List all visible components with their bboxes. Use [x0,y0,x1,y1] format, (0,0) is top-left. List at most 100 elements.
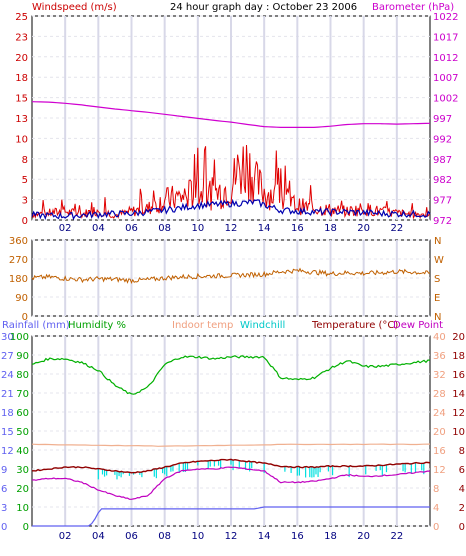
barometer-tick-label: 1002 [433,94,458,105]
x-tick-label: 12 [225,531,238,542]
windspeed-axis-label: Windspeed (m/s) [32,2,117,13]
compass-tick-label: W [434,255,444,266]
direction-tick-label: 90 [15,293,28,304]
indoor-temp-tick-label: 24 [433,408,446,419]
rainfall-series-line [32,506,430,527]
x-tick-label: 14 [258,223,271,234]
rainfall-tick-label: 0 [1,522,7,533]
direction-tick-label: 180 [9,274,28,285]
wind-direction-panel: 360 N 270 W 180 S 90 E 0 N [9,236,444,323]
temperature-tick-label: 6 [459,465,465,476]
x-tick-label: 08 [158,223,171,234]
x-tick-label: 18 [324,531,337,542]
barometer-tick-label: 1017 [433,32,458,43]
humidity-tick-label: 20 [16,484,29,495]
rainfall-tick-label: 21 [1,389,14,400]
windspeed-tick-label: 25 [15,12,28,23]
compass-tick-label: S [434,274,440,285]
humidity-tick-label: 30 [16,465,29,476]
humidity-tick-label: 100 [10,332,29,343]
rainfall-tick-label: 15 [1,427,14,438]
windchill-legend-label: Windchill [240,320,285,331]
rainfall-tick-label: 6 [1,484,7,495]
humidity-tick-label: 10 [16,503,29,514]
barometer-tick-label: 992 [433,134,452,145]
humidity-tick-label: 60 [16,408,29,419]
barometer-tick-label: 982 [433,175,452,186]
rainfall-tick-label: 3 [1,503,7,514]
direction-tick-label: 360 [9,236,28,247]
dewpoint-legend-label: Dew Point [393,320,443,331]
compass-tick-label: N [434,236,441,247]
chart-title: 24 hour graph day : October 23 2006 [170,2,357,13]
windspeed-tick-label: 5 [22,175,28,186]
indoor-temp-series-line [31,443,431,447]
temperature-tick-label: 16 [452,370,465,381]
x-tick-label: 04 [92,223,105,234]
indoor-temp-tick-label: 20 [433,427,446,438]
dewpoint-series-line [31,466,431,500]
barometer-tick-label: 997 [433,114,452,125]
direction-tick-label: 270 [9,255,28,266]
indoor-temp-tick-label: 0 [433,522,439,533]
rainfall-tick-label: 9 [1,465,7,476]
compass-tick-label: E [434,293,440,304]
indoor-temp-tick-label: 8 [433,484,439,495]
temperature-tick-label: 14 [452,389,465,400]
windspeed-tick-label: 0 [22,216,28,227]
x-tick-label: 14 [258,531,271,542]
windspeed-tick-label: 15 [15,94,28,105]
windspeed-tick-label: 23 [15,32,28,43]
humidity-tick-label: 90 [16,351,29,362]
humidity-series-line [31,355,431,395]
humidity-tick-label: 50 [16,427,29,438]
temperature-tick-label: 12 [452,408,465,419]
windspeed-series-line [31,144,431,220]
humidity-tick-label: 80 [16,370,29,381]
x-tick-label: 02 [59,531,72,542]
x-tick-label: 04 [92,531,105,542]
x-tick-label: 06 [125,223,138,234]
humidity-legend-label: Humidity % [68,320,126,331]
indoor-temp-tick-label: 40 [433,332,446,343]
temperature-tick-label: 0 [459,522,465,533]
temperature-tick-label: 2 [459,503,465,514]
temperature-tick-label: 18 [452,351,465,362]
x-tick-label: 18 [324,223,337,234]
indoor-temp-tick-label: 28 [433,389,446,400]
x-tick-label: 12 [225,223,238,234]
temperature-tick-label: 10 [452,427,465,438]
humidity-tick-label: 70 [16,389,29,400]
rainfall-tick-label: 30 [1,332,14,343]
x-tick-label: 06 [125,531,138,542]
indoor-temp-tick-label: 32 [433,370,446,381]
temperature-tick-label: 8 [459,446,465,457]
rainfall-tick-label: 24 [1,370,14,381]
windspeed-tick-label: 13 [15,114,28,125]
temperature-series-line [32,458,431,474]
rainfall-legend-label: Rainfall (mm) [2,320,70,331]
windspeed-tick-label: 20 [15,53,28,64]
rainfall-tick-label: 12 [1,446,14,457]
x-tick-label: 20 [357,531,370,542]
barometer-tick-label: 1012 [433,53,458,64]
wind-direction-series-line [31,267,431,285]
x-tick-label: 16 [291,531,304,542]
x-tick-label: 22 [390,223,403,234]
windspeed-tick-label: 18 [15,73,28,84]
barometer-axis-label: Barometer (hPa) [372,2,454,13]
wind-average-series-line [31,198,431,221]
windspeed-tick-label: 8 [22,155,28,166]
indoor-temp-tick-label: 4 [433,503,439,514]
barometer-tick-label: 972 [433,216,452,227]
barometer-tick-label: 1007 [433,73,458,84]
x-tick-label: 22 [390,531,403,542]
humidity-tick-label: 40 [16,446,29,457]
indoor-temp-tick-label: 36 [433,351,446,362]
barometer-series-line [31,101,431,128]
windspeed-tick-label: 3 [22,196,28,207]
barometer-tick-label: 977 [433,196,452,207]
